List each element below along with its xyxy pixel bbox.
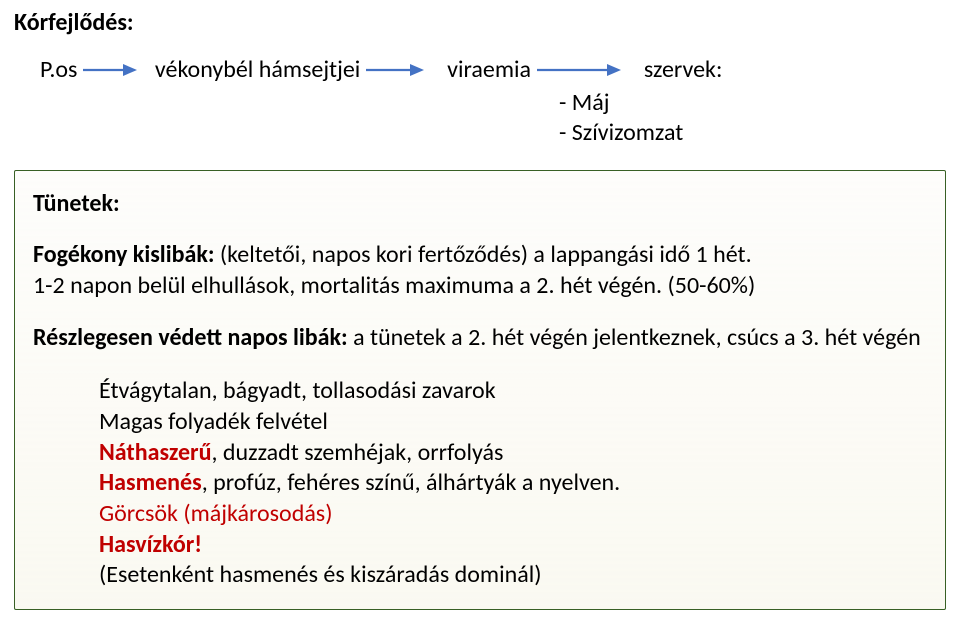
heading-block: Kórfejlődés:	[14, 8, 946, 37]
flow-node-intestine: vékonybél hámsejtjei	[155, 55, 360, 84]
susceptible-label: Fogékony kislibák:	[33, 240, 220, 269]
diarrhea-label: Hasmenés	[99, 468, 202, 497]
symptom-line: Hasmenés, profúz, fehéres színű, álhárty…	[99, 468, 927, 499]
partially-protected-paragraph: Részlegesen védett napos libák: a tünete…	[33, 323, 927, 354]
document-page: Kórfejlődés: P.os vékonybél hámsejtjei v…	[0, 0, 960, 624]
organ-item-liver: - Máj	[559, 88, 946, 118]
symptom-line: Náthaszerű, duzzadt szemhéjak, orrfolyás	[99, 438, 927, 469]
susceptible-paragraph: Fogékony kislibák: (keltetői, napos kori…	[33, 240, 927, 301]
arrow-icon	[83, 62, 137, 78]
arrow-icon	[366, 62, 424, 78]
susceptible-text-1: (keltetői, napos kori fertőződés) a lapp…	[220, 240, 752, 269]
ascites-label: Hasvízkór!	[99, 530, 927, 561]
title-label: Kórfejlődés:	[14, 8, 134, 37]
symptom-text: , profúz, fehéres színű, álhártyák a nye…	[202, 468, 620, 497]
symptoms-box: Tünetek: Fogékony kislibák: (keltetői, n…	[14, 170, 946, 610]
symptom-line: Magas folyadék felvétel	[99, 407, 927, 438]
flow-node-viraemia: viraemia	[447, 55, 531, 84]
partially-protected-label: Részlegesen védett napos libák:	[33, 323, 353, 352]
partially-protected-text: a tünetek a 2. hét végén jelentkeznek, c…	[353, 323, 921, 352]
pathogenesis-flow: P.os vékonybél hámsejtjei viraemia szerv…	[14, 55, 946, 84]
symptom-line: Görcsök (májkárosodás)	[99, 499, 927, 530]
symptom-line: Étvágytalan, bágyadt, tollasodási zavaro…	[99, 376, 927, 407]
symptoms-heading: Tünetek:	[33, 189, 927, 218]
symptom-line: (Esetenként hasmenés és kiszáradás domin…	[99, 560, 927, 591]
arrow-icon	[537, 62, 621, 78]
flow-node-organs: szervek:	[644, 55, 723, 84]
symptom-lines: Étvágytalan, bágyadt, tollasodási zavaro…	[33, 376, 927, 591]
flow-node-pos: P.os	[40, 55, 77, 84]
organ-list: - Máj - Szívizomzat	[14, 88, 946, 148]
organ-item-myocardium: - Szívizomzat	[559, 118, 946, 148]
susceptible-text-2: 1-2 napon belül elhullások, mortalitás m…	[33, 271, 755, 300]
rhinitis-label: Náthaszerű	[99, 438, 211, 467]
symptom-text: , duzzadt szemhéjak, orrfolyás	[211, 438, 503, 467]
